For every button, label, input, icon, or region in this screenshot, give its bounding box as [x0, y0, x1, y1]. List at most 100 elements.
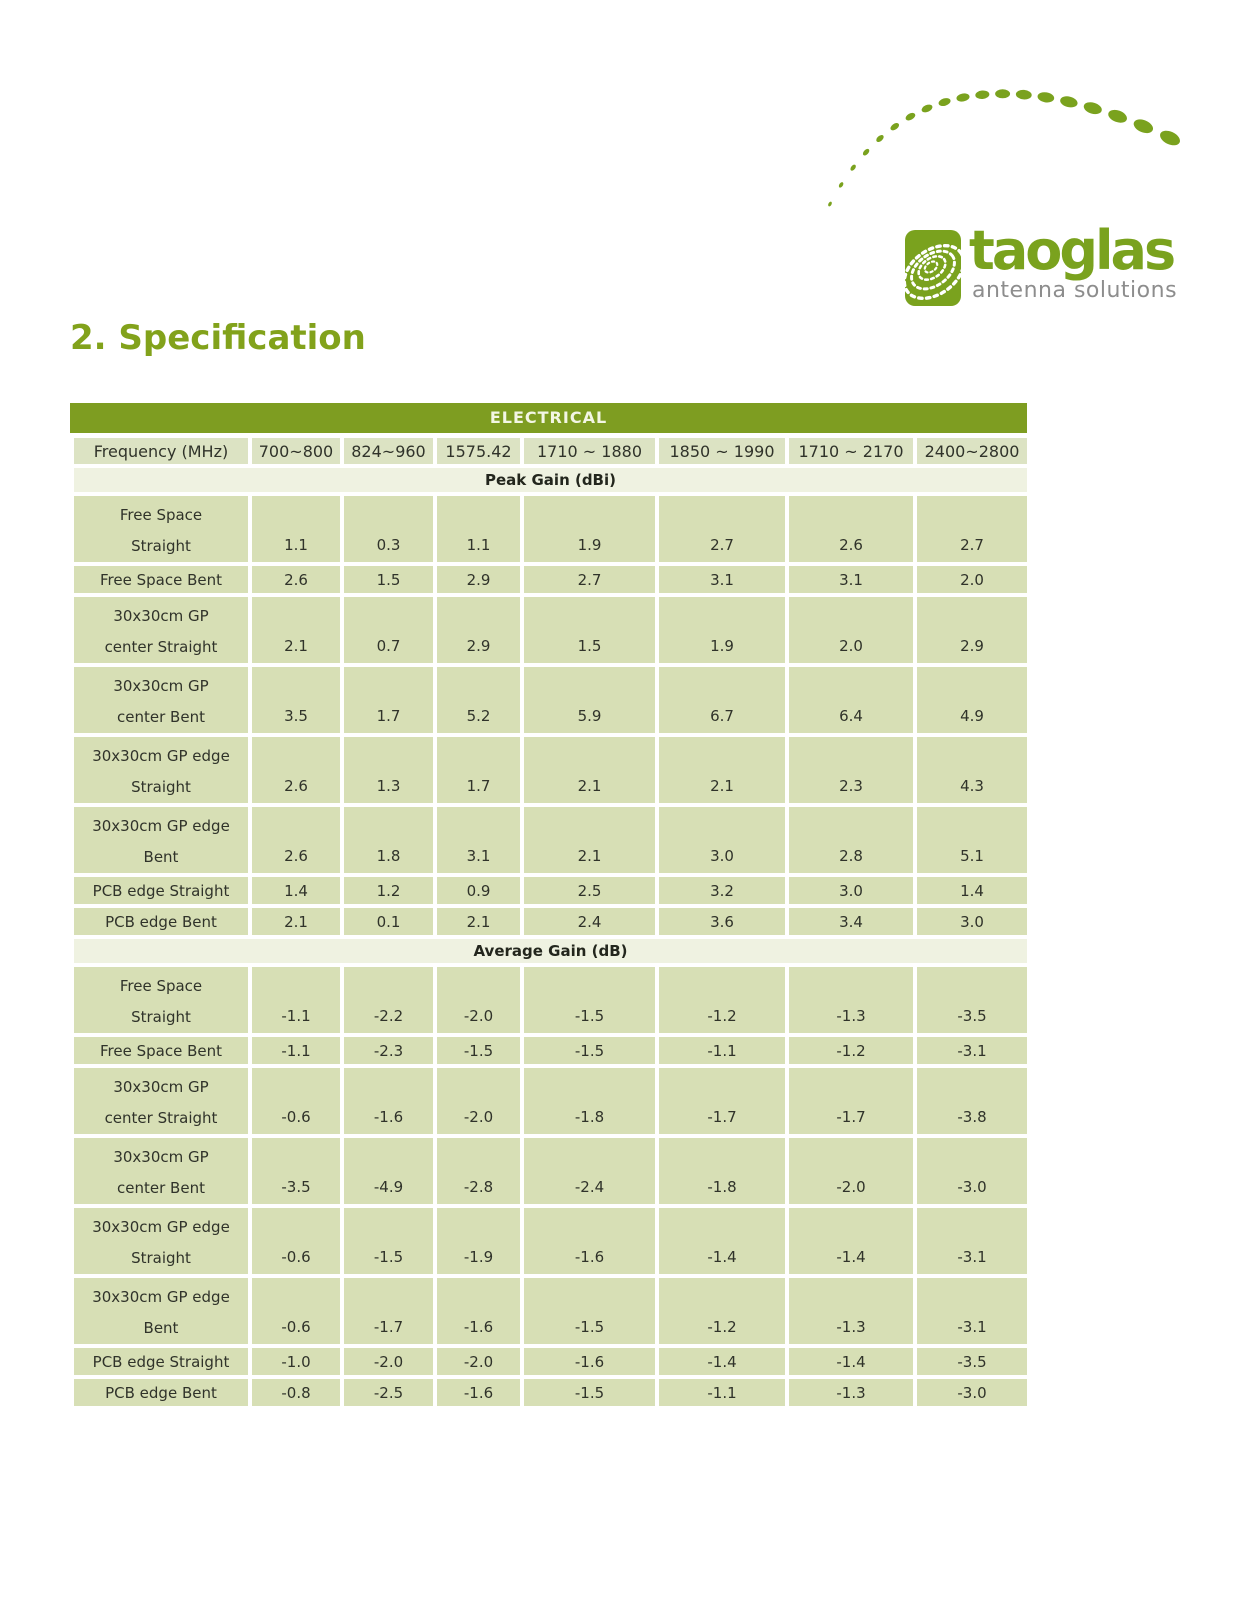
gain-value-cell: -1.5 — [340, 1204, 437, 1278]
gain-value-cell: -1.5 — [520, 1033, 659, 1068]
row-label: 30x30cm GP center Bent — [70, 1134, 252, 1208]
row-label-line: Bent — [143, 848, 179, 866]
gain-value-cell: -0.8 — [248, 1375, 344, 1410]
gain-value-cell: 2.7 — [520, 562, 659, 597]
table-row: PCB edge Bent -0.8 -2.5 -1.6 -1.5 -1.1 -1.3 -3.… — [70, 1375, 1031, 1410]
gain-value-cell: -4.9 — [340, 1134, 437, 1208]
row-label-line: Straight — [131, 778, 191, 796]
gain-value-cell: 2.6 — [785, 492, 917, 566]
row-label-line: Free Space Bent — [100, 570, 222, 589]
table-row: 30x30cm GP center Straight 2.1 0.7 2.9 1.5 1.9… — [70, 593, 1031, 667]
row-label: Free Space Bent — [70, 1033, 252, 1068]
table-title-banner: ELECTRICAL — [70, 403, 1027, 433]
gain-value-cell: 2.9 — [433, 562, 524, 597]
gain-value-cell: -1.6 — [340, 1064, 437, 1138]
gain-value-cell: -2.0 — [340, 1344, 437, 1379]
gain-value-cell: 1.1 — [433, 492, 524, 566]
gain-value-cell: 1.3 — [340, 733, 437, 807]
gain-value-cell: -1.5 — [520, 1274, 659, 1348]
gain-value-cell: -1.2 — [655, 963, 789, 1037]
gain-value-cell: -1.4 — [785, 1344, 917, 1379]
gain-value-cell: 3.5 — [248, 663, 344, 737]
frequency-row: Frequency (MHz) 700~800 824~960 1575.42 1710… — [70, 434, 1031, 468]
gain-value-cell: 2.1 — [520, 733, 659, 807]
frequency-column-header: 1850 ~ 1990 — [655, 434, 789, 468]
swoosh-dot — [1108, 109, 1127, 123]
gain-value-cell: 1.4 — [913, 873, 1031, 908]
row-label-line: PCB edge Bent — [105, 1383, 217, 1402]
row-label-line: Bent — [143, 1319, 179, 1337]
table-row: 30x30cm GP center Bent -3.5 -4.9 -2.8 -2.4 -1.… — [70, 1134, 1031, 1208]
table-row: 30x30cm GP edge Bent -0.6 -1.7 -1.6 -1.5 -1.2-… — [70, 1274, 1031, 1348]
gain-value-cell: -2.4 — [520, 1134, 659, 1208]
frequency-label: Frequency (MHz) — [70, 434, 252, 468]
gain-value-cell: -2.5 — [340, 1375, 437, 1410]
swoosh-dot — [921, 104, 933, 113]
gain-value-cell: -1.9 — [433, 1204, 524, 1278]
gain-value-cell: 3.1 — [433, 803, 524, 877]
gain-value-cell: 3.2 — [655, 873, 789, 908]
gain-value-cell: -1.7 — [785, 1064, 917, 1138]
row-label: 30x30cm GP edge Bent — [70, 803, 252, 877]
gain-value-cell: 2.1 — [520, 803, 659, 877]
gain-value-cell: 2.5 — [520, 873, 659, 908]
section-header-row: Average Gain (dB) — [70, 935, 1031, 967]
taoglas-logo: taoglas antenna solutions — [905, 224, 1177, 306]
section-title: Average Gain (dB) — [70, 935, 1031, 967]
table-row: PCB edge Straight -1.0 -2.0 -2.0 -1.6 -1.4 -1.… — [70, 1344, 1031, 1379]
swoosh-dot — [975, 90, 990, 99]
gain-value-cell: -2.2 — [340, 963, 437, 1037]
gain-value-cell: -1.6 — [520, 1344, 659, 1379]
row-label-line: PCB edge Straight — [92, 1352, 230, 1371]
gain-value-cell: 2.7 — [913, 492, 1031, 566]
row-label-line: 30x30cm GP edge — [92, 1288, 230, 1306]
gain-value-cell: 2.0 — [785, 593, 917, 667]
gain-value-cell: 2.4 — [520, 904, 659, 939]
gain-value-cell: 1.9 — [520, 492, 659, 566]
gain-value-cell: 1.9 — [655, 593, 789, 667]
gain-value-cell: 2.1 — [248, 904, 344, 939]
swoosh-dot — [1083, 102, 1102, 115]
row-label: 30x30cm GP edge Straight — [70, 733, 252, 807]
frequency-column-header: 700~800 — [248, 434, 344, 468]
swoosh-dot — [876, 135, 884, 143]
table-row: 30x30cm GP center Bent 3.5 1.7 5.2 5.9 6.7 6.4 4… — [70, 663, 1031, 737]
row-label-line: PCB edge Straight — [92, 881, 230, 900]
gain-value-cell: -1.4 — [655, 1204, 789, 1278]
row-label: Free Space Bent — [70, 562, 252, 597]
row-label-line: Straight — [131, 1008, 191, 1026]
gain-value-cell: 4.9 — [913, 663, 1031, 737]
gain-value-cell: -3.5 — [248, 1134, 344, 1208]
gain-value-cell: -1.7 — [340, 1274, 437, 1348]
gain-value-cell: 1.4 — [248, 873, 344, 908]
gain-value-cell: 0.7 — [340, 593, 437, 667]
gain-value-cell: -1.1 — [248, 963, 344, 1037]
gain-value-cell: -3.1 — [913, 1204, 1031, 1278]
gain-value-cell: 3.1 — [655, 562, 789, 597]
row-label-line: center Straight — [104, 1109, 218, 1127]
gain-value-cell: -3.5 — [913, 963, 1031, 1037]
gain-value-cell: -1.6 — [433, 1274, 524, 1348]
gain-value-cell: 3.0 — [655, 803, 789, 877]
gain-value-cell: -0.6 — [248, 1204, 344, 1278]
gain-value-cell: 2.6 — [248, 803, 344, 877]
table-row: 30x30cm GP edge Bent 2.6 1.8 3.1 2.1 3.0 2.8 5.1 — [70, 803, 1031, 877]
gain-value-cell: 2.1 — [248, 593, 344, 667]
gain-value-cell: -1.6 — [433, 1375, 524, 1410]
gain-value-cell: 3.0 — [785, 873, 917, 908]
gain-value-cell: 4.3 — [913, 733, 1031, 807]
swoosh-dot — [1160, 130, 1180, 146]
gain-value-cell: 2.8 — [785, 803, 917, 877]
gain-value-cell: 1.5 — [340, 562, 437, 597]
gain-value-cell: -1.5 — [433, 1033, 524, 1068]
swoosh-dot — [1015, 89, 1032, 100]
row-label-line: center Bent — [117, 1179, 205, 1197]
gain-value-cell: -1.0 — [248, 1344, 344, 1379]
gain-value-cell: 6.7 — [655, 663, 789, 737]
gain-value-cell: 5.1 — [913, 803, 1031, 877]
table-row: Free Space Bent -1.1 -2.3 -1.5 -1.5 -1.1 -1.2-… — [70, 1033, 1031, 1068]
row-label: Free Space Straight — [70, 963, 252, 1037]
row-label-line: 30x30cm GP — [113, 677, 209, 695]
frequency-column-header: 1710 ~ 2170 — [785, 434, 917, 468]
